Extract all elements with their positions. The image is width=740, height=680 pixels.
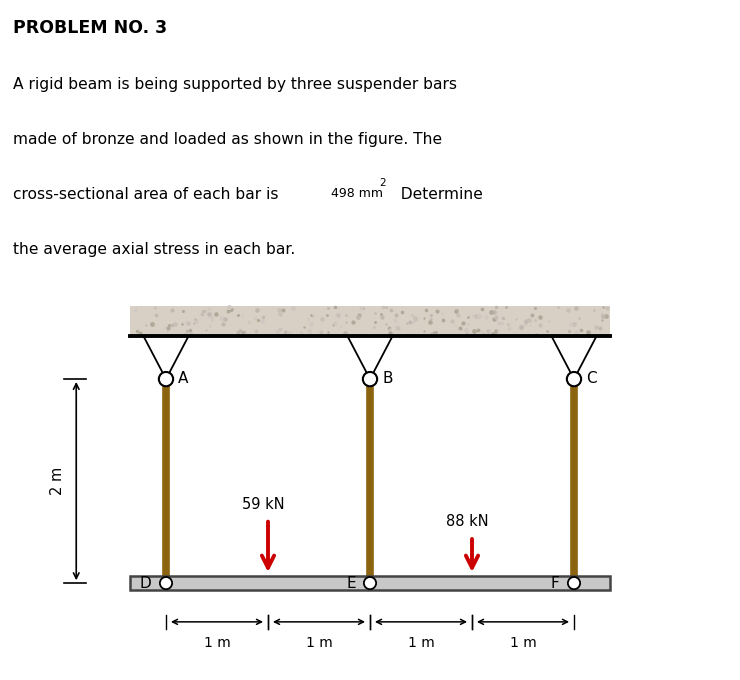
Text: the average axial stress in each bar.: the average axial stress in each bar. — [13, 242, 295, 257]
Text: 1 m: 1 m — [510, 636, 536, 650]
Text: 1 m: 1 m — [306, 636, 332, 650]
Text: cross-sectional area of each bar is: cross-sectional area of each bar is — [13, 187, 279, 202]
Text: C: C — [586, 371, 597, 386]
Circle shape — [363, 372, 377, 386]
Text: A: A — [178, 371, 189, 386]
Circle shape — [364, 577, 376, 589]
Bar — [130, 306, 610, 336]
Text: 2 m: 2 m — [50, 467, 65, 495]
Text: 1 m: 1 m — [408, 636, 434, 650]
Circle shape — [159, 372, 173, 386]
Text: 1 m: 1 m — [204, 636, 230, 650]
Text: 498 mm: 498 mm — [331, 187, 383, 201]
Text: 2: 2 — [380, 177, 386, 188]
Text: A rigid beam is being supported by three suspender bars: A rigid beam is being supported by three… — [13, 77, 457, 92]
Text: F: F — [551, 575, 559, 591]
Text: E: E — [346, 575, 356, 591]
Text: B: B — [383, 371, 393, 386]
Text: 88 kN: 88 kN — [445, 514, 488, 529]
Circle shape — [568, 577, 580, 589]
Circle shape — [160, 577, 172, 589]
Text: PROBLEM NO. 3: PROBLEM NO. 3 — [13, 19, 167, 37]
Text: made of bronze and loaded as shown in the figure. The: made of bronze and loaded as shown in th… — [13, 132, 443, 147]
Text: D: D — [140, 575, 152, 591]
Text: 59 kN: 59 kN — [241, 496, 284, 512]
Text: Determine: Determine — [391, 187, 482, 202]
Bar — [130, 576, 610, 590]
Circle shape — [567, 372, 581, 386]
